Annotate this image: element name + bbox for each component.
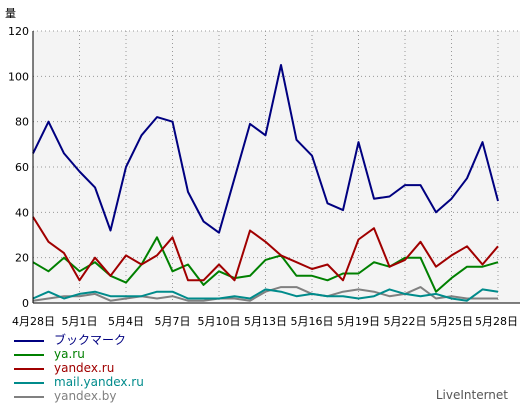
x-tick-label: 5月1日 <box>62 315 98 328</box>
line-chart: 量 0 20 40 60 80 100 120 4月28日 5月1日 5月4日 5月7日 5月10日… <box>5 7 520 328</box>
y-tick-label: 80 <box>15 116 29 129</box>
credit-text: LiveInternet <box>435 388 508 402</box>
legend-label: ya.ru <box>54 347 85 361</box>
x-tick-label: 5月7日 <box>155 315 191 328</box>
y-tick-label: 40 <box>15 206 29 219</box>
series-line-4 <box>32 286 498 302</box>
y-axis-label: 量 <box>5 7 16 20</box>
series-line-0 <box>32 64 499 234</box>
y-tick-label: 0 <box>22 297 29 310</box>
legend-item: ブックマーク <box>14 333 214 347</box>
x-tick-label: 5月22日 <box>384 315 427 328</box>
y-tick-label: 100 <box>8 70 29 83</box>
legend-swatch <box>14 368 44 370</box>
grid-lines <box>33 30 520 303</box>
legend-label: yandex.ru <box>54 361 115 375</box>
x-tick-labels: 4月28日 5月1日 5月4日 5月7日 5月10日 5月13日 5月16日 5月19日 5月2… <box>12 315 518 328</box>
legend-item: yandex.ru <box>14 361 214 375</box>
y-tick-label: 120 <box>8 25 29 38</box>
legend-label: ブックマーク <box>54 333 127 347</box>
x-tick-label: 5月28日 <box>475 315 518 328</box>
series-line-3 <box>32 288 499 302</box>
x-tick-label: 5月25日 <box>430 315 473 328</box>
legend-item: ya.ru <box>14 347 214 361</box>
y-tick-label: 60 <box>15 161 29 174</box>
legend-label: mail.yandex.ru <box>54 375 144 389</box>
series-line-2 <box>32 216 499 282</box>
series-lines <box>32 64 499 302</box>
legend-item: mail.yandex.ru <box>14 375 214 389</box>
y-tick-labels: 0 20 40 60 80 100 120 <box>8 25 29 310</box>
x-tick-label: 4月28日 <box>12 315 55 328</box>
legend-label: yandex.by <box>54 389 117 403</box>
x-tick-label: 5月10日 <box>198 315 241 328</box>
legend-item: yandex.by <box>14 389 214 403</box>
plot-area <box>33 31 520 303</box>
x-tick-label: 5月16日 <box>291 315 334 328</box>
legend-swatch <box>14 354 44 356</box>
x-tick-label: 5月19日 <box>337 315 380 328</box>
legend-swatch <box>14 340 44 342</box>
x-tick-label: 5月4日 <box>108 315 144 328</box>
x-tick-label: 5月13日 <box>244 315 287 328</box>
y-tick-label: 20 <box>15 252 29 265</box>
legend: ブックマーク ya.ru yandex.ru mail.yandex.ru yandex… <box>14 333 214 403</box>
legend-swatch <box>14 382 44 384</box>
legend-swatch <box>14 396 44 398</box>
